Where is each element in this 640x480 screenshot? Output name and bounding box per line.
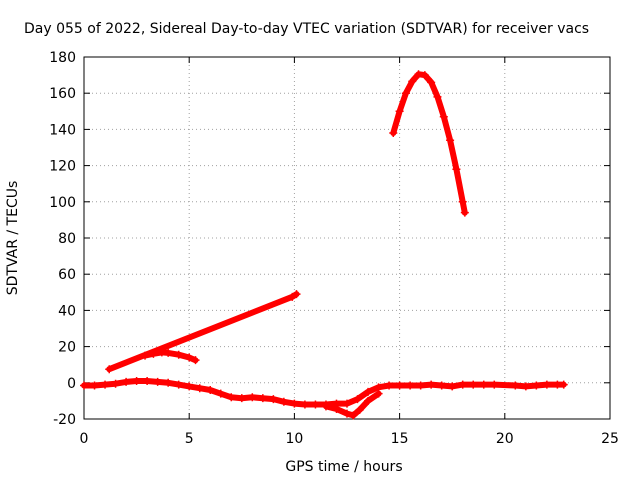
data-point-baseline [195, 384, 204, 393]
data-point-arc-large [408, 77, 417, 86]
y-tick-label: 180 [49, 50, 76, 66]
data-point-baseline [542, 380, 551, 389]
series-band-outliers [106, 291, 300, 373]
y-tick-label: -20 [53, 412, 76, 428]
data-point-baseline [364, 387, 373, 396]
data-point-baseline [458, 380, 467, 389]
data-point-arc-large [460, 208, 469, 217]
y-tick-label: 160 [49, 86, 76, 102]
data-point-baseline [416, 381, 425, 390]
chart-title: Day 055 of 2022, Sidereal Day-to-day VTE… [24, 21, 589, 37]
x-tick-label: 5 [185, 431, 194, 447]
data-point-baseline [406, 381, 415, 390]
x-tick-label: 0 [80, 431, 89, 447]
data-point-outliers [105, 365, 114, 374]
data-point-arc-large [389, 129, 398, 138]
data-point-baseline [311, 400, 320, 409]
data-point-baseline [290, 399, 299, 408]
data-point-arc-small [174, 350, 183, 359]
data-point-baseline [132, 376, 141, 385]
data-point-arc-small [164, 348, 173, 357]
data-point-baseline [269, 395, 278, 404]
data-point-arc-small [191, 356, 200, 365]
y-tick-label: 100 [49, 195, 76, 211]
data-point-baseline [101, 380, 110, 389]
x-axis-label: GPS time / hours [285, 459, 402, 475]
data-point-dip [343, 409, 351, 418]
data-point-baseline [279, 397, 288, 406]
series-band-baseline [81, 378, 567, 408]
data-point-baseline [437, 381, 446, 390]
data-point-dip [332, 405, 341, 414]
data-point-baseline [559, 380, 568, 389]
data-point-dip [321, 402, 330, 411]
data-point-dip [374, 389, 383, 398]
y-tick-label: 0 [67, 376, 76, 392]
data-point-baseline [174, 380, 183, 389]
data-point-dip [364, 396, 373, 405]
data-point-arc-large [458, 197, 467, 206]
data-point-baseline [353, 395, 362, 404]
x-tick-label: 15 [391, 431, 409, 447]
grid [84, 57, 610, 419]
data-point-baseline [448, 382, 457, 391]
data-point-baseline [206, 386, 215, 395]
data-point-baseline [185, 382, 194, 391]
data-point-arc-small [185, 353, 194, 362]
data-point-baseline [385, 381, 394, 390]
data-points [80, 70, 568, 420]
data-point-arc-large [439, 112, 448, 121]
data-point-baseline [427, 380, 436, 389]
data-point-arc-large [452, 165, 461, 174]
data-point-baseline [511, 381, 520, 390]
y-tick-label: 60 [58, 267, 76, 283]
data-point-baseline [532, 381, 541, 390]
data-point-baseline [122, 377, 131, 386]
data-point-arc-large [420, 71, 429, 80]
data-point-baseline [111, 379, 120, 388]
y-tick-label: 40 [58, 303, 76, 319]
y-tick-label: 140 [49, 122, 76, 138]
y-tick-label: 120 [49, 159, 76, 175]
data-point-baseline [216, 389, 225, 398]
data-point-dip [355, 405, 364, 414]
data-point-baseline [164, 378, 173, 387]
data-point-arc-large [446, 136, 455, 145]
data-point-dip [349, 411, 358, 420]
data-point-baseline [521, 382, 530, 391]
data-point-baseline [343, 399, 351, 408]
plot-frame [83, 56, 611, 420]
data-point-baseline [143, 376, 152, 385]
y-axis-label: SDTVAR / TECUs [5, 181, 21, 296]
data-point-arc-large [433, 92, 442, 101]
data-point-baseline [90, 381, 99, 390]
data-point-baseline [237, 394, 246, 403]
data-point-baseline [80, 381, 88, 390]
data-point-arc-large [395, 107, 404, 116]
x-tick-label: 10 [285, 431, 303, 447]
y-tick-label: 20 [58, 340, 76, 356]
y-tick-label: 80 [58, 231, 76, 247]
data-point-arc-large [427, 78, 436, 87]
series-band-arc-large [390, 71, 468, 216]
data-point-baseline [153, 377, 162, 386]
data-point-baseline [490, 380, 499, 389]
data-point-arc-large [414, 70, 423, 79]
data-point-arc-large [401, 89, 410, 98]
x-tick-label: 20 [496, 431, 514, 447]
data-point-outliers [292, 290, 301, 299]
x-tick-label: 25 [601, 431, 619, 447]
data-point-baseline [248, 393, 257, 402]
data-point-outliers [288, 292, 297, 301]
data-point-baseline [258, 394, 267, 403]
data-point-baseline [227, 393, 236, 402]
data-point-baseline [395, 381, 404, 390]
data-point-baseline [469, 380, 478, 389]
data-point-baseline [479, 380, 488, 389]
data-point-baseline [300, 400, 309, 409]
